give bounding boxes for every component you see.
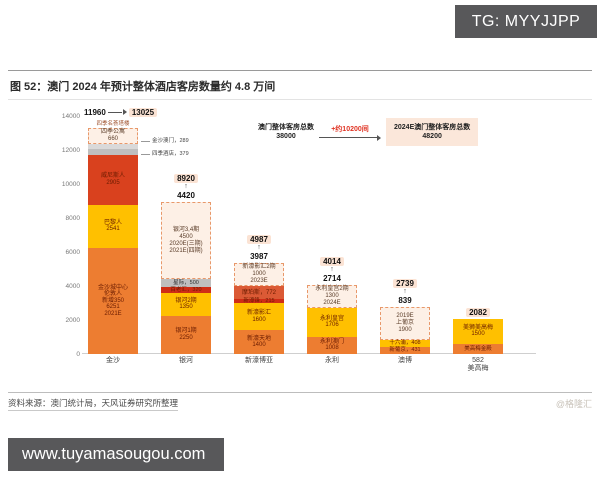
- target-value: 2739: [393, 279, 417, 289]
- current-value: 2714: [323, 273, 341, 283]
- bar-segment: 摩珀斯，772: [234, 286, 284, 300]
- bar-segment: 永利皇宫 1706: [307, 307, 357, 337]
- y-tick: 2000: [65, 317, 80, 324]
- x-axis-label: 新濠博亚: [245, 357, 273, 364]
- growth-arrow: +约10200间: [319, 124, 381, 141]
- target-total-box: 2024E澳门整体客房总数 48200: [386, 118, 479, 146]
- segment-callout: 金沙澳门，289: [141, 138, 189, 144]
- target-value: 13025: [128, 107, 158, 117]
- bar-header: 2739 ↑ 839: [393, 279, 417, 305]
- target-value: 4014: [320, 256, 344, 266]
- bar-segment: 金沙澳门，289: [88, 138, 189, 149]
- up-arrow-icon: ↑: [403, 288, 407, 296]
- bar-column: 2082 美狮美高梅 1500 美高梅金殿: [453, 307, 503, 354]
- gelonghui-watermark: @格隆汇: [555, 399, 592, 409]
- bar-column: 2739 ↑ 839 2019E 上葡京 1900 十六浦，408 新葡京，431: [380, 279, 430, 354]
- expansion-box: 四季公寓 660: [88, 127, 138, 144]
- bar-segment: 美狮美高梅 1500: [453, 318, 503, 345]
- bar-segment: 百老汇，320: [161, 287, 211, 293]
- up-arrow-icon: ↑: [330, 265, 334, 273]
- bar-segment: 巴黎人 2541: [88, 204, 138, 248]
- current-total: 澳门整体客房总数 38000: [258, 123, 314, 141]
- bar-column: 4014 ↑ 2714 永利皇宫2期 1300 2024E 永利皇宫 1706 永利澳门 1008: [307, 256, 357, 354]
- expansion-caption: 四季名荟塔楼: [96, 120, 130, 127]
- expansion-box: 银河3,4期 4500 2020E(三期) 2021E(四期): [161, 202, 211, 279]
- y-tick: 14000: [61, 113, 80, 120]
- arrow-line-icon: [107, 111, 122, 113]
- bar-column: 8920 ↑ 4420 银河3,4期 4500 2020E(三期) 2021E(四期) 星际，…: [161, 174, 211, 354]
- bar-header: 11960 13025: [84, 107, 158, 117]
- x-axis-label: 金沙: [106, 357, 120, 364]
- target-value: 8920: [174, 174, 198, 184]
- target-total-value: 48200: [422, 133, 442, 140]
- y-tick: 12000: [61, 147, 80, 154]
- target-value: 4987: [247, 235, 271, 245]
- current-total-title: 澳门整体客房总数: [258, 124, 314, 131]
- tg-watermark: TG: MYYJJPP: [455, 5, 597, 38]
- expansion-box: 2019E 上葡京 1900: [380, 307, 430, 340]
- bar-segment: 十六浦，408: [380, 339, 430, 347]
- bar-header: 4014 ↑ 2714: [320, 256, 344, 283]
- segment-callout: 四季酒店，379: [141, 151, 189, 157]
- bar-header: 4987 ↑ 3987: [247, 235, 271, 261]
- bar-column: 4987 ↑ 3987 新濠影汇2期 1000 2023E 摩珀斯，772 新濠锋，215 新濠…: [234, 235, 284, 354]
- current-value: 839: [398, 296, 412, 306]
- up-arrow-icon: ↑: [257, 244, 261, 252]
- source-note: 资料来源：澳门统计局，天风证券研究所整理: [8, 397, 179, 411]
- figure-title: 图 52：澳门 2024 年预计整体酒店客房数量约 4.8 万间: [8, 78, 592, 100]
- bar-segment: 银河1期 2250: [161, 315, 211, 354]
- x-axis-label: 澳博: [398, 357, 412, 364]
- bar-segment: 银河2期 1350: [161, 292, 211, 316]
- x-axis-label: 银河: [179, 357, 193, 364]
- bar-header: 8920 ↑ 4420: [174, 174, 198, 200]
- arrow-head-icon: [122, 109, 127, 116]
- bar-segment: 四季酒店，379: [88, 148, 189, 156]
- x-axis-label: 582 美高梅: [467, 357, 489, 372]
- y-tick: 6000: [65, 249, 80, 256]
- bar-segment: 永利澳门 1008: [307, 336, 357, 354]
- delta-label: +约10200间: [331, 125, 369, 133]
- current-value: 3987: [250, 252, 268, 262]
- bar-column: 11960 13025 四季名荟塔楼 四季公寓 660 金沙澳门，289 四季酒店，379 威…: [84, 107, 189, 354]
- bottom-divider: [8, 392, 592, 393]
- bar-segment: 金沙城中心 伦敦人 新增350 6251 2021E: [88, 247, 138, 354]
- total-annotation: 澳门整体客房总数 38000 +约10200间 2024E澳门整体客房总数 48…: [258, 118, 479, 146]
- current-value: 11960: [84, 107, 106, 117]
- site-watermark: www.tuyamasougou.com: [8, 438, 224, 471]
- top-divider: [8, 70, 592, 71]
- y-tick: 0: [76, 351, 80, 358]
- bar-header: 2082: [466, 307, 490, 317]
- expansion-box: 永利皇宫2期 1300 2024E: [307, 284, 357, 308]
- up-arrow-icon: ↑: [184, 183, 188, 191]
- stacked-bar-chart: 0 2000 4000 6000 8000 10000 12000 14000 11960 130…: [8, 104, 592, 386]
- target-value: 2082: [466, 307, 490, 317]
- current-value: 4420: [177, 191, 195, 201]
- x-axis-label: 永利: [325, 357, 339, 364]
- y-tick: 10000: [61, 181, 80, 188]
- plot-area: 0 2000 4000 6000 8000 10000 12000 14000 11960 130…: [62, 107, 538, 376]
- target-total-title: 2024E澳门整体客房总数: [394, 124, 471, 131]
- bar-segment: 新葡京，431: [380, 346, 430, 354]
- source-row: 资料来源：澳门统计局，天风证券研究所整理 @格隆汇: [8, 397, 592, 411]
- right-arrow-icon: [319, 134, 381, 141]
- y-tick: 4000: [65, 283, 80, 290]
- bar-segment: 新濠影汇 1600: [234, 303, 284, 331]
- current-total-value: 38000: [276, 133, 296, 140]
- bar-segment: 美高梅金殿: [453, 344, 503, 354]
- bar-segment: 星际，500: [161, 278, 211, 288]
- report-figure: 图 52：澳门 2024 年预计整体酒店客房数量约 4.8 万间 0 2000 40…: [8, 70, 592, 411]
- bar-segment: 威尼斯人 2905: [88, 155, 138, 205]
- bar-segment: 新濠锋，215: [234, 298, 284, 303]
- bar-segment: 新濠天地 1400: [234, 330, 284, 354]
- y-tick: 8000: [65, 215, 80, 222]
- expansion-box: 新濠影汇2期 1000 2023E: [234, 263, 284, 287]
